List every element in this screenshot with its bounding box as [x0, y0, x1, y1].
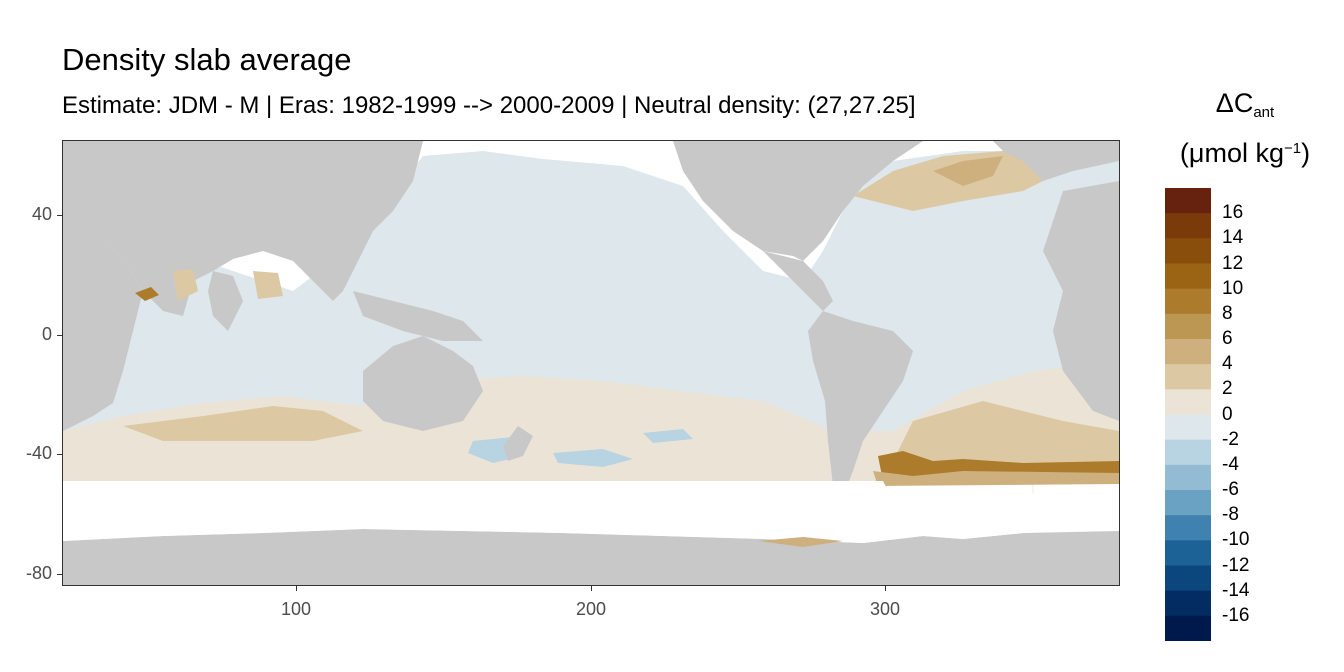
mid-positive-falklands: [873, 471, 1119, 486]
map-canvas: [63, 141, 1119, 585]
legend-swatch: [1165, 590, 1211, 617]
legend-label: -12: [1222, 554, 1250, 576]
land-india: [208, 271, 243, 331]
land-south-america: [808, 311, 913, 496]
positive-band-indian: [123, 406, 363, 441]
legend-label: -2: [1222, 428, 1239, 450]
land-greenland: [993, 141, 1119, 181]
land-europe-africa-east: [1043, 181, 1119, 421]
legend-label: -10: [1222, 529, 1250, 551]
legend-swatch: [1165, 188, 1211, 214]
negative-patch-2: [553, 449, 633, 467]
legend-label: -14: [1222, 579, 1250, 601]
x-tick-mark-300: [885, 586, 886, 591]
legend-label: 2: [1222, 378, 1233, 400]
legend-label: 14: [1222, 227, 1244, 249]
legend-swatch: [1165, 439, 1211, 466]
legend-unit-suffix: ): [1301, 138, 1311, 168]
legend-swatch: [1165, 288, 1211, 315]
legend-colorbar: [1165, 188, 1211, 641]
y-tick-mark-neg80: [57, 574, 62, 575]
legend-swatch: [1165, 313, 1211, 340]
no-data-zone: [63, 481, 1119, 543]
legend-swatch: [1165, 615, 1211, 641]
legend-label: 16: [1222, 202, 1244, 224]
legend-swatch: [1165, 389, 1211, 415]
legend-swatch: [1165, 464, 1211, 491]
legend-subscript: ant: [1253, 104, 1275, 121]
chart-title: Density slab average: [62, 42, 352, 77]
legend-swatch: [1165, 490, 1211, 516]
legend-swatch: [1165, 540, 1211, 566]
north-atlantic-strong: [933, 156, 1003, 186]
legend-swatch: [1165, 414, 1211, 441]
negative-patch-3: [643, 429, 693, 443]
land-indonesia: [353, 291, 483, 341]
y-tick-mark-neg40: [57, 454, 62, 455]
legend-title-symbol: ΔCant: [1150, 88, 1340, 121]
land-north-america: [673, 141, 923, 261]
land-eurasia: [63, 141, 423, 316]
legend-symbol: ΔC: [1215, 88, 1254, 118]
land-new-zealand: [503, 426, 533, 461]
legend-title-unit: (μmol kg−1): [1150, 138, 1340, 169]
land-antarctica: [63, 529, 1119, 585]
legend-swatch: [1165, 364, 1211, 390]
legend-label: -8: [1222, 504, 1239, 526]
y-tick-0: 0: [41, 324, 52, 344]
bay-bengal-positive: [253, 271, 283, 299]
chart-subtitle: Estimate: JDM - M | Eras: 1982-1999 --> …: [62, 92, 916, 119]
legend-label: 6: [1222, 328, 1233, 349]
y-tick-mark-40: [57, 215, 62, 216]
legend-label: 4: [1222, 353, 1233, 375]
x-tick-100: 100: [280, 599, 312, 619]
land-australia: [363, 336, 483, 431]
arabian-sea-positive: [173, 269, 198, 301]
y-tick-neg40: -40: [25, 443, 52, 463]
antarctic-positive-patch: [758, 537, 843, 547]
legend-label: 10: [1222, 277, 1244, 299]
legend-label: -4: [1222, 453, 1239, 475]
legend-label: 0: [1222, 403, 1233, 425]
legend-label: 12: [1222, 252, 1244, 274]
legend-swatch: [1165, 515, 1211, 541]
legend-swatch: [1165, 339, 1211, 365]
y-tick-40: 40: [31, 204, 52, 224]
legend-label: -16: [1222, 604, 1250, 626]
legend-label: -6: [1222, 479, 1239, 500]
x-tick-200: 200: [575, 599, 607, 619]
legend-unit-prefix: (μmol kg: [1179, 138, 1284, 168]
land-central-america: [763, 251, 833, 311]
x-tick-mark-100: [296, 586, 297, 591]
legend-swatch: [1165, 213, 1211, 239]
red-sea-positive: [135, 287, 159, 301]
map-panel: [62, 140, 1120, 586]
land-masses: [63, 141, 1119, 585]
legend-label: 8: [1222, 302, 1233, 324]
y-tick-neg80: -80: [25, 563, 52, 583]
legend-swatch: [1165, 565, 1211, 592]
land-africa: [63, 241, 143, 431]
x-tick-mark-200: [591, 586, 592, 591]
legend-swatch: [1165, 263, 1211, 290]
legend-unit-sup: −1: [1283, 140, 1302, 157]
x-tick-300: 300: [869, 599, 901, 619]
y-tick-mark-0: [57, 335, 62, 336]
legend-swatch: [1165, 238, 1211, 264]
